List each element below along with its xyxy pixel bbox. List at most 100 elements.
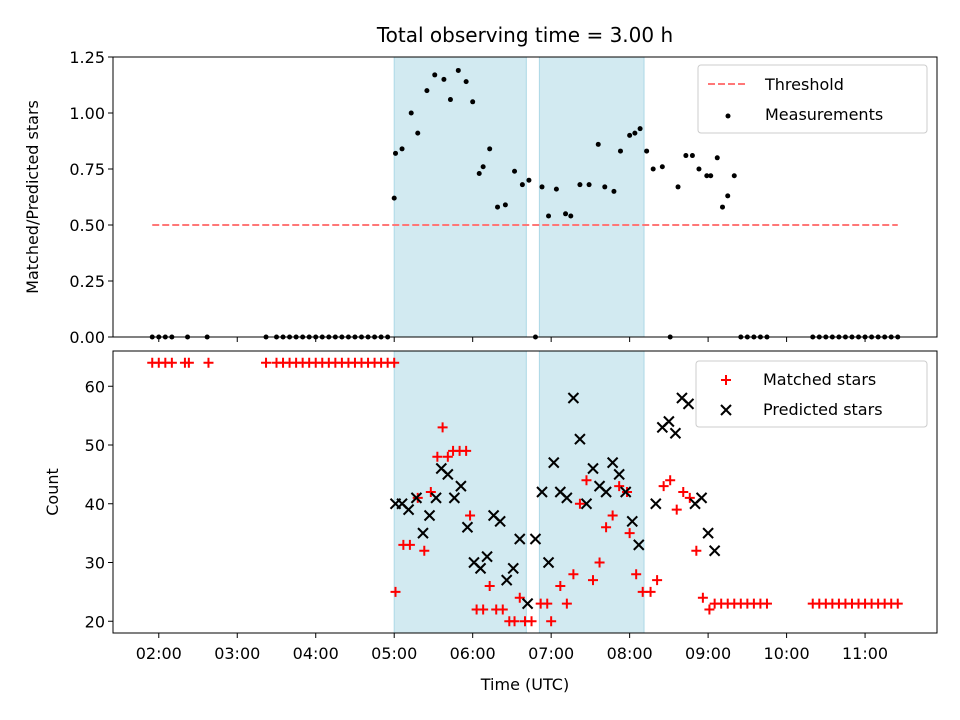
measurement-point xyxy=(408,110,414,116)
measurement-point xyxy=(696,166,702,172)
y-tick-label: 20 xyxy=(85,612,105,631)
predicted-star-marker xyxy=(442,468,454,481)
matched-star-marker xyxy=(594,557,605,568)
measurement-point xyxy=(399,146,405,152)
marker-stroke xyxy=(548,456,560,469)
matched-star-marker xyxy=(509,616,520,627)
shaded-interval xyxy=(538,56,645,338)
predicted-star-marker xyxy=(474,562,487,575)
measurement-point xyxy=(415,130,421,136)
predicted-star-marker xyxy=(663,415,675,428)
predicted-star-marker xyxy=(494,515,506,528)
predicted-star-marker xyxy=(702,527,714,539)
measurement-point xyxy=(611,188,617,194)
top-legend: Threshold Measurements xyxy=(697,64,928,134)
matched-star-marker xyxy=(601,522,612,533)
x-tick-label: 06:00 xyxy=(450,644,496,663)
predicted-star-marker xyxy=(507,562,519,575)
predicted-star-marker xyxy=(682,398,695,410)
marker-stroke xyxy=(521,597,534,610)
x-tick-label: 04:00 xyxy=(293,644,339,663)
predicted-star-marker xyxy=(669,427,682,439)
measurement-point xyxy=(683,153,689,159)
predicted-star-marker xyxy=(461,521,474,533)
x-tick-label: 03:00 xyxy=(214,644,260,663)
measurement-point xyxy=(463,79,469,85)
matched-star-marker xyxy=(581,475,592,486)
marker-stroke xyxy=(494,515,506,528)
marker-stroke xyxy=(507,562,519,575)
marker-stroke xyxy=(468,556,480,569)
predicted-star-marker xyxy=(514,533,526,545)
matched-star-marker xyxy=(652,575,663,586)
matched-star-marker xyxy=(624,528,635,539)
y-tick-label: 0.75 xyxy=(69,160,105,179)
marker-stroke xyxy=(529,533,542,545)
matched-star-marker xyxy=(484,581,495,591)
bottom-series xyxy=(147,357,903,627)
measurement-point xyxy=(595,141,601,147)
measurement-point xyxy=(586,182,592,188)
matched-star-marker xyxy=(892,598,903,609)
matched-star-marker xyxy=(542,598,553,609)
predicted-star-marker xyxy=(587,462,599,475)
matched-star-marker xyxy=(568,569,579,580)
marker-stroke xyxy=(669,427,682,439)
marker-stroke xyxy=(474,562,487,575)
measurement-point xyxy=(487,146,493,152)
predicted-star-marker xyxy=(455,480,467,492)
matched-star-marker xyxy=(432,451,443,462)
predicted-star-marker xyxy=(613,468,625,481)
top-panel: 0.00 0.25 0.50 0.75 1.00 1.25 Matched/Predict… xyxy=(23,48,938,347)
measurement-point xyxy=(675,184,681,190)
measurement-point xyxy=(617,148,623,154)
matched-star-marker xyxy=(631,569,642,580)
predicted-star-marker xyxy=(417,527,429,539)
bottom-legend-box xyxy=(695,360,928,428)
marker-stroke xyxy=(663,415,675,428)
measurement-point xyxy=(526,177,532,183)
matched-star-marker xyxy=(166,357,177,368)
measurement-point xyxy=(632,130,638,136)
measurement-point xyxy=(719,204,725,210)
matched-star-marker xyxy=(497,604,508,615)
measurement-point xyxy=(480,164,486,170)
measurement-point xyxy=(568,213,574,219)
matched-star-marker xyxy=(678,487,689,497)
matched-star-marker xyxy=(390,586,401,597)
chart-title: Total observing time = 3.00 h xyxy=(376,23,673,47)
measurement-point xyxy=(563,211,569,217)
bottom-x-ticks: 02:00 03:00 04:00 05:00 06:00 07:00 08:00 09:00… xyxy=(136,633,888,663)
marker-stroke xyxy=(682,398,695,410)
bottom-plot-frame xyxy=(112,350,938,634)
matched-star-marker xyxy=(261,357,272,368)
measurement-point xyxy=(689,153,695,159)
predicted-star-marker xyxy=(574,433,586,445)
marker-stroke xyxy=(423,509,436,522)
measurement-point xyxy=(432,72,438,78)
matched-star-marker xyxy=(588,575,599,586)
measurement-point xyxy=(644,148,650,154)
predicted-star-marker xyxy=(620,486,632,498)
bottom-shaded-intervals xyxy=(393,350,645,634)
measurement-point xyxy=(650,166,656,172)
marker-stroke xyxy=(430,492,442,504)
matched-star-marker xyxy=(614,481,625,492)
measurement-point xyxy=(447,97,453,103)
x-tick-label: 05:00 xyxy=(371,644,417,663)
marker-stroke xyxy=(561,492,573,504)
y-tick-label: 0.00 xyxy=(69,328,105,347)
marker-stroke xyxy=(442,468,454,481)
matched-star-marker xyxy=(461,445,472,456)
y-tick-label: 1.00 xyxy=(69,104,105,123)
x-axis-label: Time (UTC) xyxy=(480,675,569,694)
marker-stroke xyxy=(500,574,513,586)
matched-star-marker xyxy=(697,592,708,603)
top-y-axis-label: Matched/Predicted stars xyxy=(23,100,42,294)
measurement-point xyxy=(470,99,476,105)
marker-stroke xyxy=(593,480,606,492)
x-tick-label: 02:00 xyxy=(136,644,182,663)
bottom-y-ticks: 20 30 40 50 60 xyxy=(85,377,113,631)
matched-legend-label: Matched stars xyxy=(763,370,876,389)
